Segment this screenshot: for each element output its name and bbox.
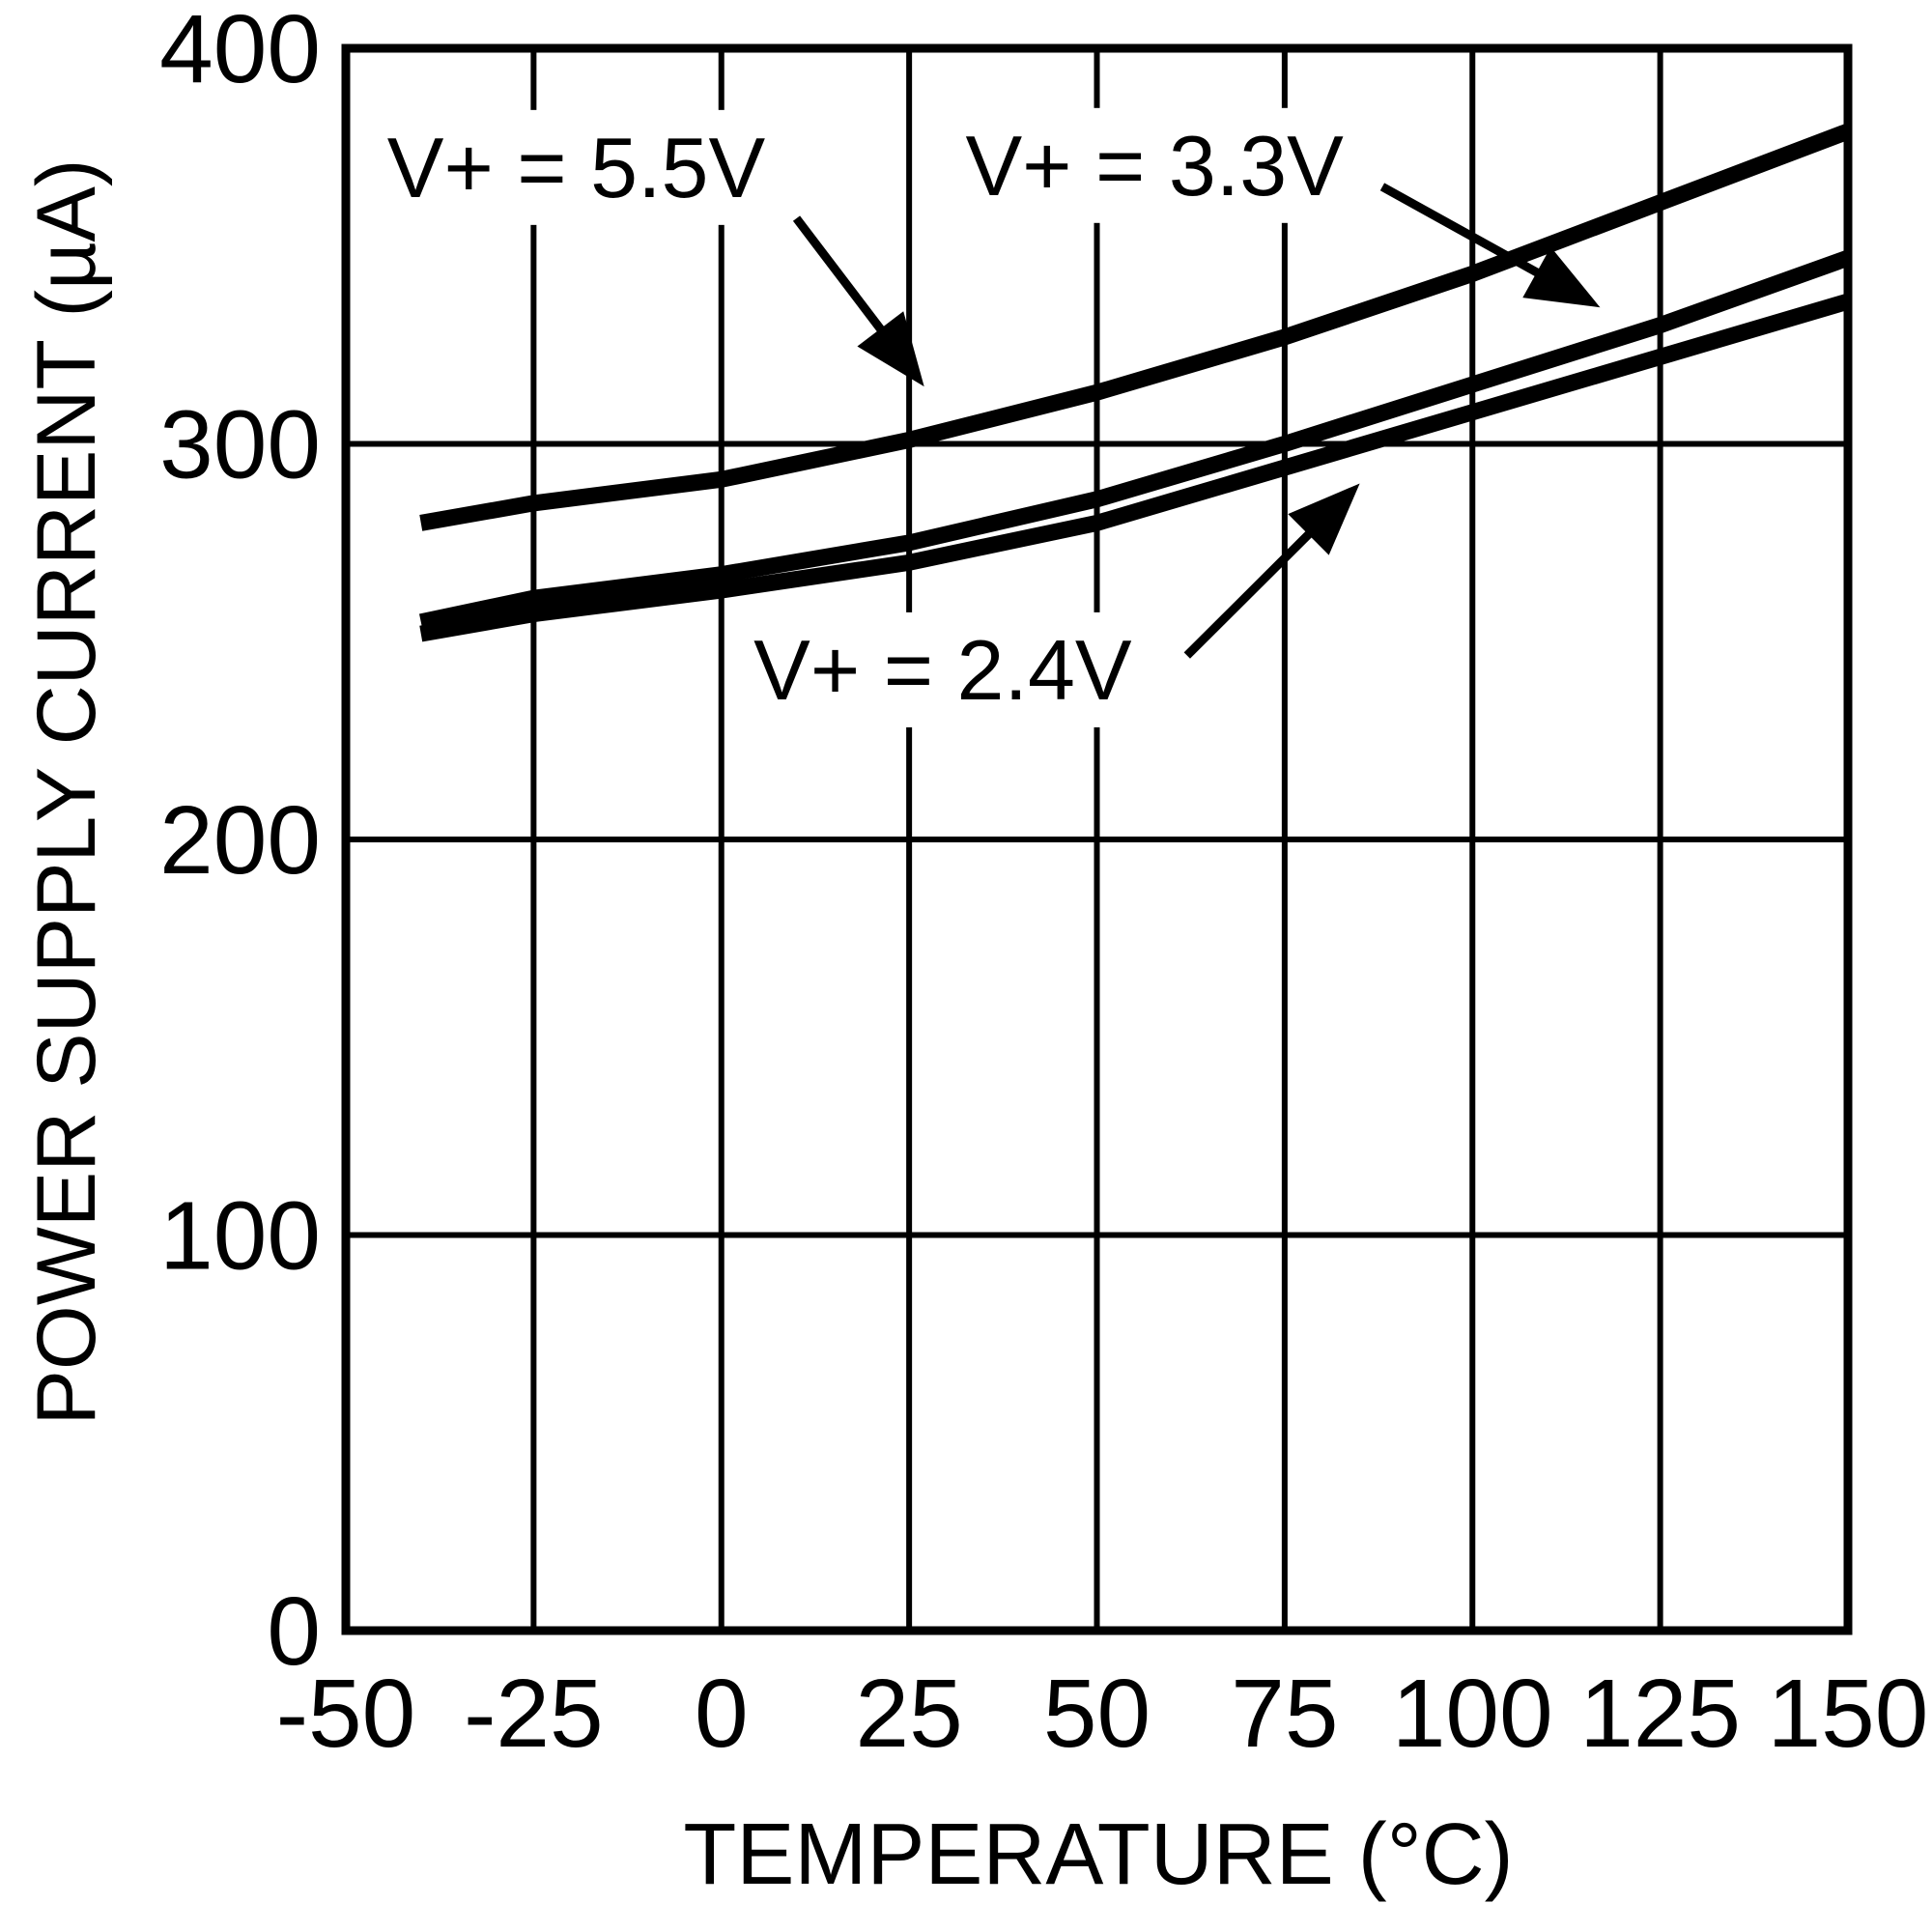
curve-label: V+ = 2.4V <box>753 622 1132 718</box>
x-tick-label: 25 <box>856 1660 963 1768</box>
curve-5.5 <box>419 124 1852 531</box>
x-tick-label: -50 <box>276 1660 416 1768</box>
curve-label-mask <box>371 109 781 225</box>
curve-annotations: V+ = 5.5V V+ = 3.3V V+ = 2.4V <box>371 107 1601 727</box>
curve-label-mask <box>738 611 1148 727</box>
y-tick-label: 100 <box>159 1182 321 1291</box>
x-tick-label: -25 <box>464 1660 604 1768</box>
annotation-arrow-line <box>1379 183 1546 280</box>
y-tick-label: 0 <box>267 1577 321 1686</box>
annotation-arrowhead <box>1288 483 1360 555</box>
x-tick-label: 75 <box>1231 1660 1338 1768</box>
y-tick-label: 200 <box>159 786 321 895</box>
curve-label-mask <box>950 107 1360 223</box>
y-tick-label: 400 <box>159 0 321 103</box>
x-tick-label: 50 <box>1043 1660 1151 1768</box>
annotation-arrowhead <box>1522 246 1601 308</box>
x-tick-label: 100 <box>1392 1660 1553 1768</box>
data-curves <box>418 124 1852 642</box>
x-tick-label: 0 <box>695 1660 749 1768</box>
x-tick-label: 125 <box>1579 1660 1741 1768</box>
curve-2.4 <box>419 293 1851 642</box>
x-axis-title: TEMPERATURE (°C) <box>683 1806 1513 1903</box>
plot-frame <box>341 43 1853 1635</box>
y-tick-label: 300 <box>159 391 321 499</box>
gridlines <box>343 45 1851 1634</box>
curve-label: V+ = 3.3V <box>965 118 1344 213</box>
y-axis-title: POWER SUPPLY CURRENT (µA) <box>20 158 113 1425</box>
curve-3.3 <box>418 250 1851 631</box>
curve-label: V+ = 5.5V <box>387 120 766 215</box>
x-tick-label: 150 <box>1768 1660 1929 1768</box>
annotation-arrow-line <box>792 215 889 338</box>
annotation-arrow-line <box>1183 526 1318 659</box>
annotation-arrowhead <box>857 311 924 387</box>
